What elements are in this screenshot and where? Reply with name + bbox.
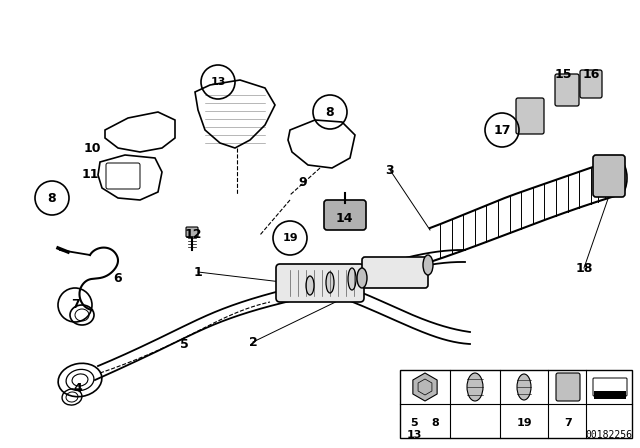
Text: 1: 1 bbox=[194, 266, 202, 279]
Text: 14: 14 bbox=[335, 211, 353, 224]
FancyBboxPatch shape bbox=[593, 378, 627, 396]
FancyBboxPatch shape bbox=[593, 155, 625, 197]
Text: 19: 19 bbox=[282, 233, 298, 243]
Text: 19: 19 bbox=[516, 418, 532, 428]
Text: 5: 5 bbox=[410, 418, 418, 428]
Text: 8: 8 bbox=[431, 418, 439, 428]
Text: 00182256: 00182256 bbox=[585, 430, 632, 440]
Bar bbox=[594, 391, 626, 399]
FancyBboxPatch shape bbox=[555, 74, 579, 106]
Text: 15: 15 bbox=[554, 69, 572, 82]
Text: 17: 17 bbox=[493, 124, 511, 137]
Ellipse shape bbox=[517, 374, 531, 400]
FancyBboxPatch shape bbox=[276, 264, 364, 302]
FancyBboxPatch shape bbox=[186, 227, 198, 237]
FancyBboxPatch shape bbox=[556, 373, 580, 401]
Text: 4: 4 bbox=[74, 382, 83, 395]
Text: 16: 16 bbox=[582, 69, 600, 82]
Bar bbox=[400, 370, 632, 438]
Ellipse shape bbox=[326, 272, 334, 293]
Text: 10: 10 bbox=[83, 142, 100, 155]
Ellipse shape bbox=[306, 276, 314, 295]
FancyBboxPatch shape bbox=[580, 70, 602, 98]
Ellipse shape bbox=[467, 373, 483, 401]
Text: 8: 8 bbox=[326, 105, 334, 119]
Text: 7: 7 bbox=[564, 418, 572, 428]
Text: 12: 12 bbox=[184, 228, 202, 241]
Text: 11: 11 bbox=[81, 168, 99, 181]
Ellipse shape bbox=[357, 268, 367, 288]
Text: 2: 2 bbox=[248, 336, 257, 349]
FancyBboxPatch shape bbox=[516, 98, 544, 134]
FancyBboxPatch shape bbox=[362, 257, 428, 288]
Ellipse shape bbox=[423, 255, 433, 275]
Text: 5: 5 bbox=[180, 339, 188, 352]
Text: 8: 8 bbox=[48, 191, 56, 204]
Ellipse shape bbox=[609, 160, 627, 196]
Text: 13: 13 bbox=[406, 430, 422, 440]
Text: 18: 18 bbox=[575, 262, 593, 275]
Text: 6: 6 bbox=[114, 271, 122, 284]
Ellipse shape bbox=[348, 268, 356, 290]
Text: 9: 9 bbox=[299, 177, 307, 190]
Text: 7: 7 bbox=[70, 298, 79, 311]
Text: 13: 13 bbox=[211, 77, 226, 87]
FancyBboxPatch shape bbox=[324, 200, 366, 230]
Text: 3: 3 bbox=[386, 164, 394, 177]
